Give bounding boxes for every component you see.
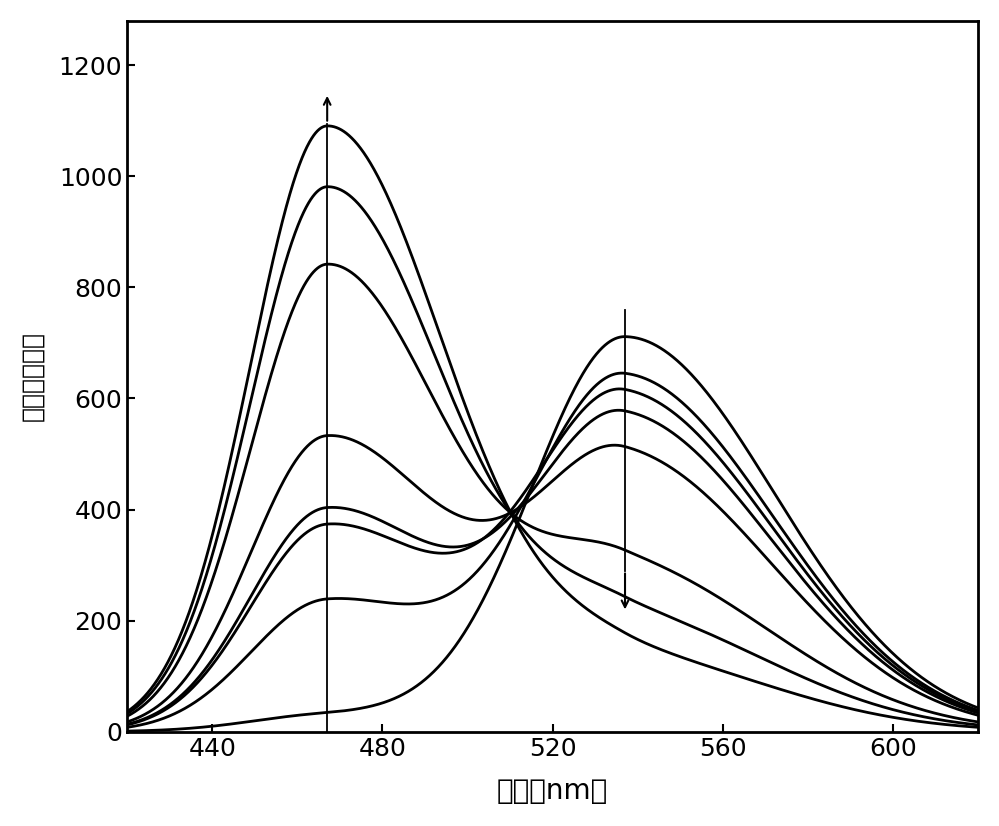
Y-axis label: 荧光发射强度: 荧光发射强度 [21,331,45,421]
X-axis label: 波长（nm）: 波长（nm） [498,777,608,805]
